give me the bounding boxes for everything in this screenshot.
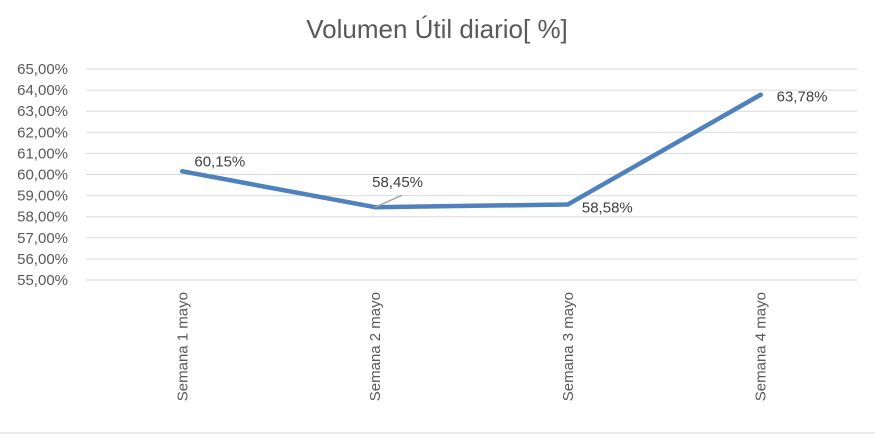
- y-tick-label: 64,00%: [17, 82, 68, 99]
- x-tick-label: Semana 3 mayo: [560, 292, 577, 401]
- series-layer: [180, 92, 763, 210]
- x-axis: Semana 1 mayo Semana 2 mayo Semana 3 mayo S…: [174, 292, 769, 401]
- y-tick-label: 61,00%: [17, 145, 68, 162]
- chart-title: Volumen Útil diario[ %]: [306, 14, 568, 44]
- y-tick-label: 62,00%: [17, 124, 68, 141]
- y-tick-label: 56,00%: [17, 251, 68, 268]
- y-tick-label: 63,00%: [17, 103, 68, 120]
- data-label: 60,15%: [194, 153, 245, 170]
- y-tick-label: 65,00%: [17, 61, 68, 78]
- grid-lines: [86, 68, 857, 281]
- data-label: 58,45%: [372, 174, 423, 191]
- y-tick-label: 57,00%: [17, 230, 68, 247]
- y-tick-label: 55,00%: [17, 272, 68, 289]
- data-labels: 60,15% 58,45% 58,58% 63,78%: [194, 89, 827, 217]
- series-line: [180, 92, 763, 210]
- data-point: [565, 202, 571, 207]
- x-tick-label: Semana 4 mayo: [753, 292, 770, 401]
- y-axis: 65,00% 64,00% 63,00% 62,00% 61,00% 60,00% 59,0…: [17, 61, 68, 289]
- y-tick-label: 58,00%: [17, 209, 68, 226]
- label-leader-line: [374, 194, 403, 208]
- data-point: [758, 92, 763, 97]
- data-label: 58,58%: [582, 199, 633, 216]
- data-label: 63,78%: [777, 89, 828, 106]
- y-tick-label: 60,00%: [17, 167, 68, 184]
- x-tick-label: Semana 2 mayo: [367, 292, 384, 401]
- x-tick-label: Semana 1 mayo: [174, 292, 191, 401]
- data-point: [180, 169, 185, 174]
- y-tick-label: 59,00%: [17, 188, 68, 205]
